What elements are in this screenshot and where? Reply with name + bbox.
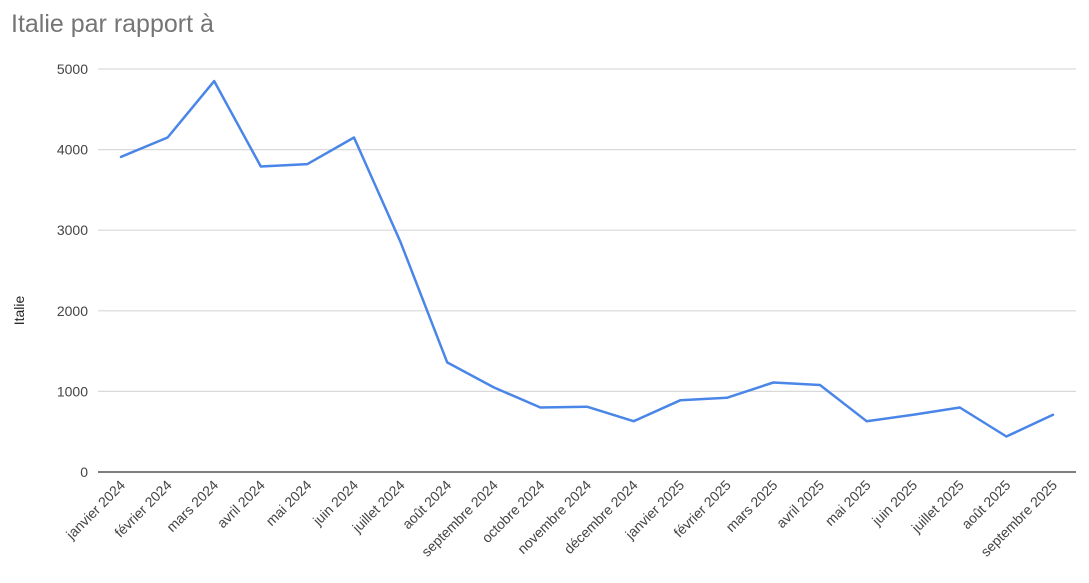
data-point — [539, 406, 542, 409]
data-point — [725, 396, 728, 399]
series-line — [119, 79, 1055, 438]
data-point — [213, 80, 216, 83]
data-point — [1005, 435, 1008, 438]
x-tick-label: avril 2025 — [773, 477, 827, 531]
x-tick-label: avril 2024 — [214, 477, 268, 531]
data-point — [259, 165, 262, 168]
data-point — [1052, 413, 1055, 416]
data-point — [399, 241, 402, 244]
data-point — [912, 413, 915, 416]
y-tick-label: 5000 — [57, 61, 88, 77]
data-point — [306, 163, 309, 166]
data-point — [865, 420, 868, 423]
y-axis-label: Italie — [11, 296, 27, 326]
data-point — [819, 383, 822, 386]
data-point — [166, 136, 169, 139]
data-point — [120, 155, 123, 158]
y-tick-label: 1000 — [57, 383, 88, 399]
data-point — [772, 381, 775, 384]
data-point — [586, 405, 589, 408]
data-point — [353, 136, 356, 139]
y-tick-label: 3000 — [57, 222, 88, 238]
x-tick-label: mai 2024 — [262, 477, 314, 529]
y-tick-label: 2000 — [57, 303, 88, 319]
data-point — [958, 406, 961, 409]
data-point — [492, 386, 495, 389]
x-tick-label: mai 2025 — [822, 477, 874, 529]
data-point — [679, 399, 682, 402]
data-point — [446, 361, 449, 364]
chart-title: Italie par rapport à — [11, 10, 214, 38]
y-tick-label: 4000 — [57, 142, 88, 158]
data-point — [632, 420, 635, 423]
y-tick-label: 0 — [80, 464, 88, 480]
